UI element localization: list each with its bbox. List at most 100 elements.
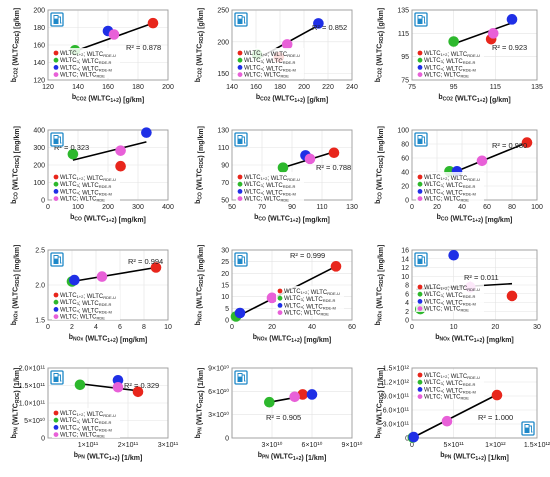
legend-marker: [53, 417, 59, 423]
x-tick-label: 1×10¹²: [485, 442, 506, 449]
data-point-red: [297, 389, 308, 400]
legend-entry: WLTC1+2; WLTCRDE-U: [284, 289, 340, 296]
y-tick-label: 1.0×10¹¹: [19, 401, 46, 408]
legend-entry: WLTC1+2; WLTCRDE-U: [60, 411, 116, 418]
chart-panel-2: 150 200 250 140 160 180 200 220 240 R² = 0.852 WLT…: [195, 8, 358, 105]
y-tick-label: 0: [41, 436, 45, 443]
legend-marker: [53, 181, 59, 187]
legend-marker: [53, 292, 59, 298]
r-squared-label: R² = 0.011: [464, 273, 499, 282]
y-tick-label: 180: [33, 25, 45, 32]
legend-marker: [417, 299, 423, 304]
legend-entry: WLTC; WLTCRDE: [244, 73, 289, 79]
y-tick-label: 150: [217, 71, 229, 78]
x-tick-label: 115: [490, 84, 501, 91]
r-squared-label: R² = 1.000: [478, 413, 513, 422]
y-tick-label: 130: [217, 128, 229, 135]
x-tick-label: 0: [46, 324, 50, 331]
data-point-red: [115, 160, 126, 172]
legend-marker: [53, 410, 59, 416]
y-tick-label: 1.5: [35, 318, 45, 325]
legend-marker: [237, 72, 243, 77]
legend-entry: WLTC1+2; WLTCRDE-U: [244, 175, 300, 182]
data-point-green: [448, 36, 459, 47]
legend-marker: [417, 284, 423, 290]
chart-panel-10: 0 5×10¹⁰ 1.0×10¹¹ 1.5×10¹¹ 2.0×10¹¹ 1×10¹¹ 2×1…: [11, 366, 179, 463]
y-tick-label: 90: [221, 163, 229, 170]
x-tick-label: 4: [94, 324, 98, 331]
legend-entry: WLTC1+2; WLTCRDE-U: [244, 51, 300, 58]
x-tick-label: 130: [346, 204, 358, 211]
y-tick-label: 140: [33, 60, 45, 67]
y-tick-label: 0: [405, 198, 409, 205]
legend-entry: WLTC3; WLTCRDE-R: [244, 182, 295, 189]
legend-entry: WLTC4; WLTCRDE-M: [244, 189, 296, 196]
x-axis-label: bNOx (WLTC1+2) [mg/km]: [435, 334, 514, 344]
legend-marker: [417, 57, 423, 63]
legend-entry: WLTC1+2; WLTCRDE-U: [60, 293, 116, 300]
legend-entry: WLTC3; WLTCRDE-R: [424, 182, 475, 189]
data-point-magenta: [115, 145, 126, 156]
y-axis-label: bNOx (WLTCRDE) [mg/km]: [375, 245, 385, 326]
legend-marker: [277, 303, 283, 308]
x-axis-label: bNOx (WLTC1+2) [mg/km]: [253, 334, 332, 344]
y-tick-label: 110: [218, 145, 229, 152]
x-tick-label: 6×10¹⁰: [302, 441, 323, 449]
legend-entry: WLTC; WLTCRDE: [60, 197, 105, 203]
y-tick-label: 20: [401, 184, 409, 191]
x-axis-label: bPN (WLTC1+2) [1/km]: [258, 452, 327, 462]
x-tick-label: 10: [164, 324, 172, 331]
y-axis-label: bPN (WLTCRDE) [1/km]: [11, 368, 21, 439]
x-tick-label: 400: [162, 204, 174, 211]
y-tick-label: 8: [405, 283, 409, 290]
legend-entry: WLTC; WLTCRDE: [424, 307, 469, 313]
x-tick-label: 9×10¹⁰: [342, 441, 363, 449]
legend-entry: WLTC; WLTCRDE: [424, 73, 469, 79]
y-axis-label: bCO2 (WLTCRDE) [g/km]: [195, 8, 205, 82]
legend-marker: [417, 372, 423, 378]
legend-entry: WLTC4; WLTCRDE-M: [424, 65, 476, 72]
legend-marker: [277, 288, 283, 294]
legend-marker: [237, 57, 243, 63]
y-tick-label: 9×10¹⁰: [208, 365, 229, 373]
chart-panel-5: 50 70 90 110 130 50 70 90 110 130 R² = 0.788 WLTC1+…: [195, 126, 358, 224]
legend-entry: WLTC3; WLTCRDE-R: [424, 380, 475, 387]
y-tick-label: 10: [401, 274, 409, 281]
y-tick-label: 0: [225, 318, 229, 325]
y-axis-label: bNOx (WLTCRDE) [mg/km]: [195, 245, 205, 326]
legend-entry: WLTC3; WLTCRDE-R: [60, 418, 111, 425]
data-point-magenta: [476, 155, 488, 167]
x-tick-label: 40: [458, 204, 466, 211]
x-tick-label: 200: [298, 84, 310, 91]
data-point-blue: [69, 274, 80, 286]
y-tick-label: 250: [217, 8, 229, 15]
x-axis-label: bCO (WLTC1+2) [mg/km]: [254, 214, 330, 224]
legend-marker: [417, 387, 423, 392]
x-tick-label: 20: [268, 324, 276, 331]
legend-marker: [417, 72, 423, 77]
legend-marker: [237, 65, 243, 70]
legend-entry: WLTC1+2; WLTCRDE-U: [424, 373, 480, 380]
y-tick-label: 300: [33, 145, 45, 152]
fuel-pump-icon: [234, 370, 248, 385]
r-squared-label: R² = 0.923: [492, 43, 527, 52]
y-tick-label: 4: [405, 300, 409, 307]
x-tick-label: 200: [162, 84, 174, 91]
data-point-blue: [506, 14, 518, 25]
x-tick-label: 2: [70, 324, 74, 331]
legend-entry: WLTC; WLTCRDE: [424, 395, 469, 401]
chart-panel-11: 0 3×10¹⁰ 6×10¹⁰ 9×10¹⁰ 3×10¹⁰ 6×10¹⁰ 9×10¹⁰ R² …: [195, 365, 363, 463]
x-tick-label: 75: [408, 84, 416, 91]
y-tick-label: 2: [405, 309, 409, 316]
y-tick-label: 9.0×10¹¹: [383, 394, 410, 401]
data-point-blue: [141, 127, 152, 138]
x-tick-label: 20: [491, 324, 499, 331]
x-tick-label: 3×10¹¹: [158, 442, 179, 449]
y-tick-label: 120: [33, 78, 45, 85]
x-tick-label: 0: [46, 204, 50, 211]
x-axis-label: bPN (WLTC1+2) [1/km]: [440, 452, 509, 462]
x-tick-label: 95: [450, 84, 458, 91]
